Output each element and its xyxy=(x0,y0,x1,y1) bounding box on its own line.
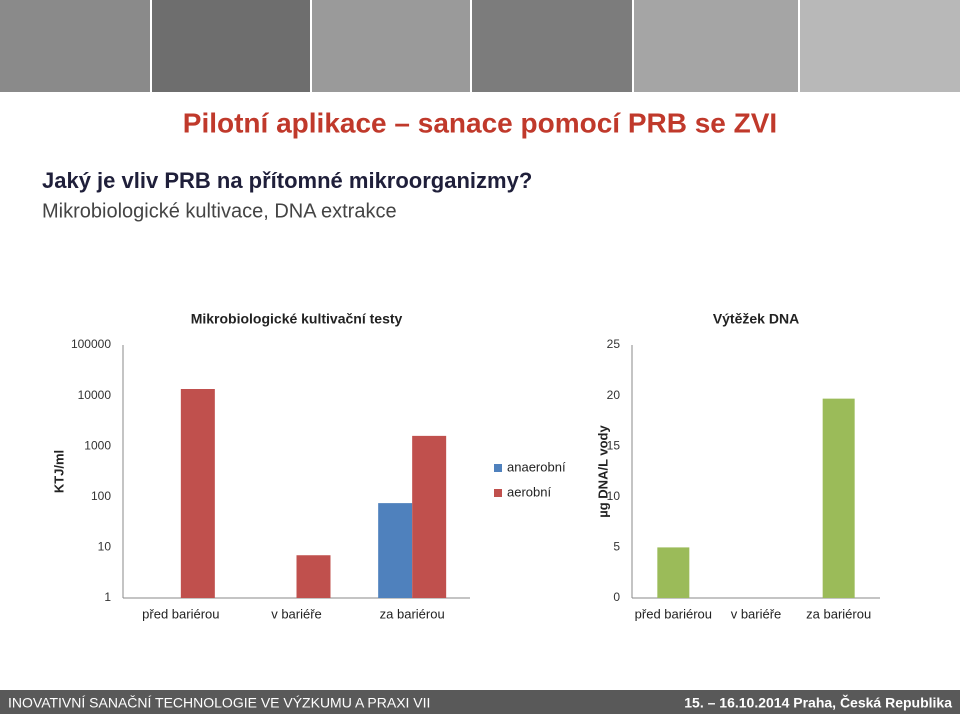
subtitle: Mikrobiologické kultivace, DNA extrakce xyxy=(42,200,397,222)
chart-title: Výtěžek DNA xyxy=(713,311,799,327)
y-tick-label: 15 xyxy=(607,438,621,452)
y-tick-label: 100000 xyxy=(71,337,111,351)
y-tick-label: 10 xyxy=(98,540,112,554)
chart-title: Mikrobiologické kultivační testy xyxy=(191,311,403,327)
legend-swatch xyxy=(494,489,502,497)
legend-label: anaerobní xyxy=(507,459,566,474)
legend-label: aerobní xyxy=(507,484,551,499)
bar xyxy=(180,389,215,598)
bar xyxy=(412,435,447,598)
x-tick-label: za bariérou xyxy=(380,606,445,621)
bar xyxy=(657,547,690,598)
x-tick-label: v bariéře xyxy=(731,606,782,621)
y-axis-label: KTJ/ml xyxy=(51,450,66,493)
bar xyxy=(378,503,413,598)
bar xyxy=(822,398,855,598)
y-tick-label: 0 xyxy=(613,590,620,604)
y-tick-label: 5 xyxy=(613,540,620,554)
y-tick-label: 25 xyxy=(607,337,621,351)
x-tick-label: před bariérou xyxy=(635,606,712,621)
y-axis-label: µg DNA/L vody xyxy=(595,424,610,517)
y-tick-label: 10 xyxy=(607,489,621,503)
x-tick-label: v bariéře xyxy=(271,606,322,621)
y-tick-label: 1 xyxy=(104,590,111,604)
question: Jaký je vliv PRB na přítomné mikroorgani… xyxy=(42,168,532,193)
bar xyxy=(296,555,331,598)
y-tick-label: 10000 xyxy=(78,388,112,402)
x-tick-label: před bariérou xyxy=(142,606,219,621)
photo-banner xyxy=(0,0,960,92)
footer-right: 15. – 16.10.2014 Praha, Česká Republika xyxy=(684,694,952,711)
y-tick-label: 1000 xyxy=(84,438,111,452)
x-tick-label: za bariérou xyxy=(806,606,871,621)
slide-title: Pilotní aplikace – sanace pomocí PRB se … xyxy=(183,107,777,138)
legend-swatch xyxy=(494,464,502,472)
y-tick-label: 100 xyxy=(91,489,111,503)
footer-bar xyxy=(0,690,960,714)
y-tick-label: 20 xyxy=(607,388,621,402)
footer-left: INOVATIVNÍ SANAČNÍ TECHNOLOGIE VE VÝZKUM… xyxy=(8,695,430,711)
